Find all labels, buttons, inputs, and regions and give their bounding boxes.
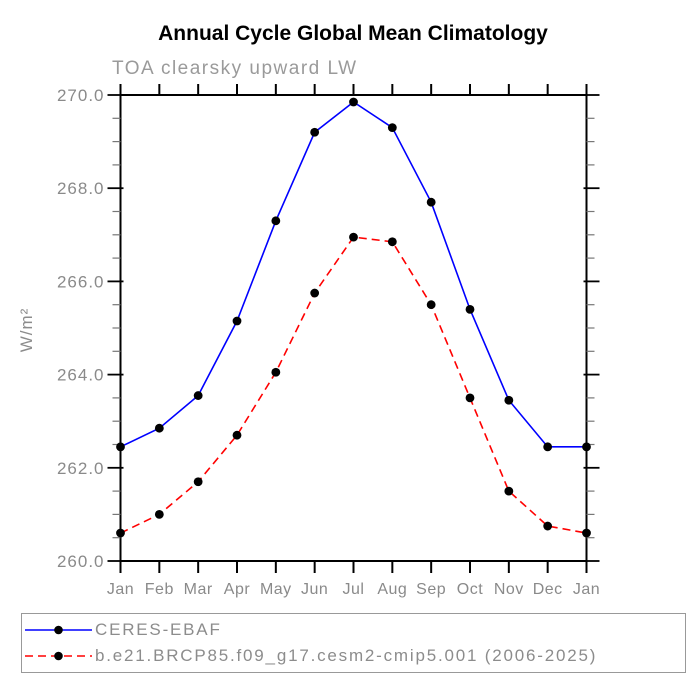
data-point-marker (310, 127, 320, 137)
data-point-marker (154, 510, 164, 519)
data-point-marker (426, 300, 436, 310)
data-point-marker (271, 216, 281, 226)
data-point-marker (465, 304, 475, 314)
y-tick-label: 270.0 (57, 86, 105, 105)
y-tick-label: 266.0 (57, 272, 105, 291)
legend-line-sample-dashed (25, 651, 92, 661)
x-tick-label: Sep (416, 581, 446, 598)
series-line-0 (120, 101, 587, 448)
x-tick-label: Jan (107, 581, 134, 598)
x-tick-label: Oct (457, 581, 483, 598)
legend-sample-marker (54, 651, 63, 661)
data-point-marker (504, 486, 514, 496)
legend-line-sample-solid (25, 625, 92, 635)
data-point-marker (310, 288, 320, 298)
series-line-1 (120, 236, 587, 534)
legend-sample-marker (54, 625, 63, 635)
data-point-marker (387, 123, 397, 133)
y-tick-label: 260.0 (57, 552, 105, 571)
x-tick-label: Dec (533, 581, 563, 598)
plot-frame (119, 94, 588, 562)
data-point-marker (271, 367, 281, 377)
data-point-marker (582, 528, 591, 538)
data-point-marker (543, 521, 553, 531)
y-tick-label: 262.0 (57, 459, 105, 478)
x-tick-label: Jul (343, 581, 365, 598)
data-point-marker (387, 237, 397, 247)
legend-item: b.e21.BRCP85.f09_g17.cesm2-cmip5.001 (20… (22, 643, 685, 669)
data-point-marker (193, 391, 203, 400)
data-point-marker (193, 477, 203, 487)
chart-title: Annual Cycle Global Mean Climatology (158, 22, 548, 45)
x-tick-label: Apr (224, 581, 251, 598)
x-tick-label: Aug (377, 581, 407, 598)
x-tick-label: May (260, 581, 292, 598)
x-tick-label: Feb (145, 581, 174, 598)
data-point-marker (116, 442, 125, 452)
legend-label: CERES-EBAF (95, 620, 222, 639)
x-tick-label: Nov (494, 581, 524, 598)
x-tick-label: Jun (301, 581, 328, 598)
data-point-marker (232, 430, 242, 440)
data-point-marker (349, 97, 358, 107)
data-point-marker (349, 232, 358, 242)
data-point-marker (426, 197, 436, 207)
legend: CERES-EBAF b.e21.BRCP85.f09_g17.cesm2-cm… (21, 613, 686, 673)
data-point-marker (543, 442, 553, 452)
y-tick-label: 268.0 (57, 179, 105, 198)
data-point-marker (582, 442, 591, 452)
chart-subtitle: TOA clearsky upward LW (112, 58, 358, 79)
legend-label: b.e21.BRCP85.f09_g17.cesm2-cmip5.001 (20… (95, 646, 598, 665)
data-point-marker (232, 316, 242, 326)
data-point-marker (465, 393, 475, 403)
x-tick-label: Jan (573, 581, 600, 598)
data-point-marker (154, 423, 164, 433)
x-tick-label: Mar (184, 581, 213, 598)
data-point-marker (504, 395, 514, 405)
data-point-marker (116, 528, 125, 538)
y-tick-label: 264.0 (57, 366, 105, 385)
legend-item: CERES-EBAF (22, 617, 685, 643)
